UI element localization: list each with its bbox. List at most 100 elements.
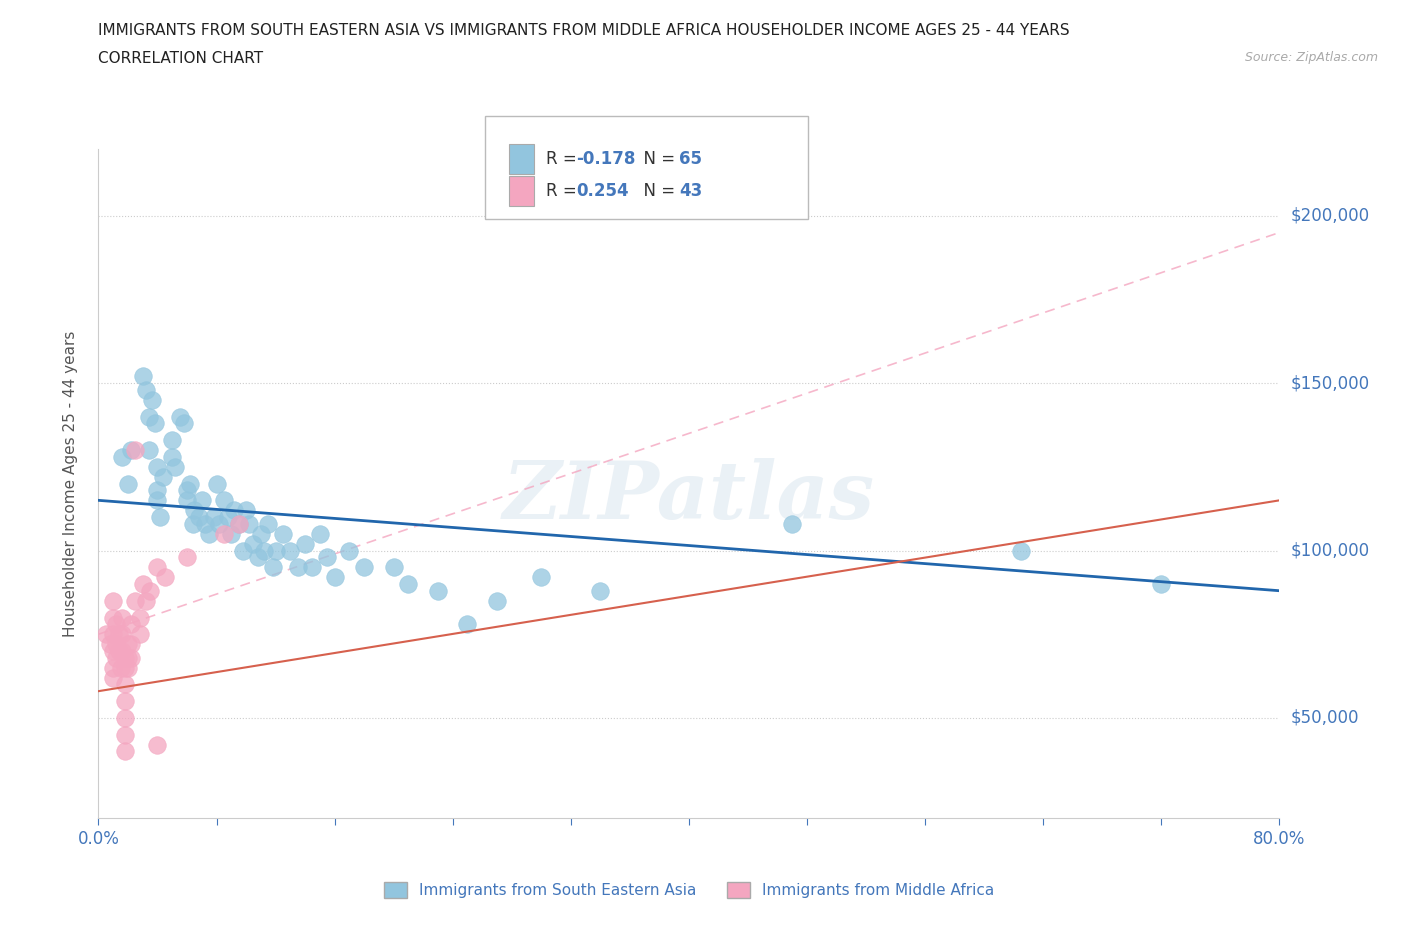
Point [253, 543, 276, 558]
Point [217, 510, 239, 525]
Point [120, 650, 142, 665]
Point [114, 660, 136, 675]
Point [162, 432, 183, 447]
Point [103, 627, 125, 642]
Point [117, 660, 139, 675]
Point [135, 382, 157, 397]
Point [250, 526, 273, 541]
Point [176, 493, 198, 508]
Point [219, 526, 242, 541]
Text: 0.254: 0.254 [576, 181, 628, 200]
Point [110, 660, 132, 675]
Point [114, 711, 136, 725]
Point [198, 526, 221, 541]
Point [114, 677, 136, 692]
Point [176, 483, 198, 498]
Point [117, 650, 139, 665]
Point [98, 637, 121, 652]
Point [262, 560, 284, 575]
Text: $150,000: $150,000 [1291, 374, 1369, 392]
Point [232, 543, 254, 558]
Point [530, 570, 553, 585]
Point [228, 516, 250, 531]
Text: $200,000: $200,000 [1291, 206, 1369, 225]
Point [486, 593, 509, 608]
Point [111, 644, 134, 658]
Point [205, 476, 228, 491]
Legend: Immigrants from South Eastern Asia, Immigrants from Middle Africa: Immigrants from South Eastern Asia, Immi… [378, 876, 1000, 905]
Point [208, 516, 231, 531]
Y-axis label: Householder Income Ages 25 - 44 years: Householder Income Ages 25 - 44 years [63, 330, 77, 637]
Point [246, 550, 269, 565]
Point [114, 694, 136, 709]
Point [257, 516, 280, 531]
Point [238, 516, 260, 531]
Point [309, 526, 332, 541]
Point [456, 617, 478, 631]
Text: R =: R = [546, 150, 582, 168]
Point [287, 560, 309, 575]
Point [187, 510, 209, 525]
Point [264, 543, 287, 558]
Point [146, 459, 169, 474]
Point [94, 627, 117, 642]
Point [294, 537, 316, 551]
Point [278, 543, 302, 558]
Point [1150, 577, 1173, 591]
Point [153, 570, 176, 585]
Point [337, 543, 360, 558]
Point [235, 503, 257, 518]
Text: $100,000: $100,000 [1291, 541, 1369, 560]
Point [146, 737, 169, 752]
Point [301, 560, 323, 575]
Point [141, 392, 163, 407]
Point [105, 650, 128, 665]
Point [114, 727, 136, 742]
Point [124, 443, 146, 458]
Point [181, 516, 204, 531]
Point [103, 644, 125, 658]
Point [152, 470, 174, 485]
Point [427, 583, 450, 598]
Point [103, 671, 125, 685]
Point [120, 617, 142, 631]
Text: R =: R = [546, 181, 582, 200]
Text: -0.178: -0.178 [576, 150, 636, 168]
Point [149, 510, 172, 525]
Point [782, 516, 804, 531]
Point [139, 583, 162, 598]
Point [114, 744, 136, 759]
Point [224, 503, 246, 518]
Point [105, 637, 128, 652]
Point [135, 593, 157, 608]
Point [138, 409, 160, 424]
Text: 43: 43 [679, 181, 703, 200]
Point [105, 617, 128, 631]
Point [138, 443, 160, 458]
Point [146, 483, 169, 498]
Point [212, 493, 235, 508]
Point [194, 516, 217, 531]
Point [1010, 543, 1032, 558]
Point [179, 476, 201, 491]
Point [103, 660, 125, 675]
Point [316, 550, 339, 565]
Text: 65: 65 [679, 150, 702, 168]
Point [108, 644, 131, 658]
Point [111, 449, 134, 464]
Point [120, 443, 142, 458]
Text: N =: N = [633, 181, 681, 200]
Point [212, 526, 235, 541]
Point [242, 537, 264, 551]
Point [108, 627, 131, 642]
Point [173, 416, 195, 431]
Point [271, 526, 294, 541]
Point [111, 610, 134, 625]
Text: ZIPatlas: ZIPatlas [503, 458, 875, 536]
Point [103, 593, 125, 608]
Point [117, 476, 139, 491]
Point [114, 650, 136, 665]
Point [323, 570, 346, 585]
Point [162, 449, 183, 464]
Point [183, 503, 205, 518]
